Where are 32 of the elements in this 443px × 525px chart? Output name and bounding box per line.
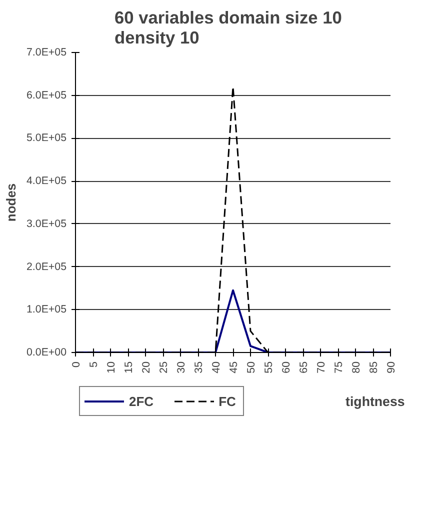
x-tick-label: 45 [228,361,240,374]
y-tick-label: 7.0E+05 [26,46,67,58]
y-tick-label: 6.0E+05 [26,89,67,102]
x-tick-label: 90 [386,361,398,374]
x-tick-label: 55 [263,361,275,374]
y-tick-label: 1.0E+05 [26,304,67,316]
y-tick-label: 0.0E+00 [26,346,67,358]
x-tick-label: 40 [210,361,222,374]
x-axis-title: tightness [346,394,405,409]
legend-label: 2FC [129,394,154,408]
x-tick-label: 20 [140,361,152,374]
x-tick-label: 35 [193,361,205,374]
legend-label: FC [218,394,237,408]
y-axis-title: nodes [4,183,19,222]
y-tick-label: 4.0E+05 [26,175,67,188]
x-tick-label: 50 [246,361,258,374]
x-tick-label: 85 [368,361,380,374]
y-tick-label: 2.0E+05 [26,260,67,273]
y-tick-label: 5.0E+05 [26,132,67,144]
x-tick-label: 80 [350,361,362,374]
x-tick-label: 30 [176,361,188,374]
chart-title: 60 variables domain size 10 density 10 [114,8,342,48]
x-tick-label: 60 [280,361,292,374]
x-tick-label: 65 [298,361,310,374]
x-tick-label: 75 [333,361,345,374]
x-tick-label: 5 [88,361,100,368]
y-tick-label: 3.0E+05 [26,218,67,230]
x-tick-label: 15 [123,361,135,374]
x-tick-label: 70 [316,361,328,374]
x-tick-label: 0 [70,361,82,368]
x-tick-label: 10 [106,361,118,374]
x-tick-label: 25 [158,361,170,374]
